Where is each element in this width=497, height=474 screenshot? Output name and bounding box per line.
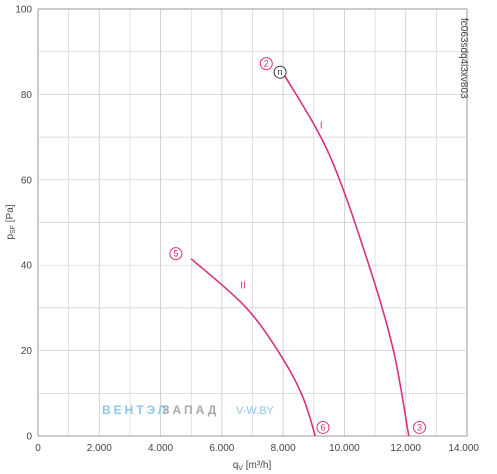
x-tick-label: 12.000 [390, 443, 421, 454]
marker-circle [413, 420, 427, 434]
x-tick-label: 4.000 [148, 443, 173, 454]
marker-circle [316, 420, 330, 434]
marker-3: 3 [413, 420, 427, 434]
watermark-part1: ВЕНТЭЛ [102, 403, 169, 417]
watermark: ВЕНТЭЛ ЗАПАД V-W.BY [102, 403, 275, 417]
x-tick-label: 0 [35, 443, 41, 454]
grid [37, 8, 468, 437]
series-line-ii [190, 258, 317, 437]
marker-label: 6 [320, 422, 325, 432]
marker-circle [259, 57, 273, 71]
x-tick-label: 10.000 [329, 443, 360, 454]
y-tick-label: 40 [21, 261, 33, 272]
x-tick-label: 14.000 [448, 443, 479, 454]
side-code: fc063sdq4i3xv803 [458, 18, 469, 99]
tick-labels: 0 2.000 4.000 6.000 8.000 10.000 12.000 14.000 0… [15, 5, 479, 455]
operating-point-label: n [278, 67, 283, 77]
x-tick-label: 6.000 [209, 443, 234, 454]
watermark-part3: V-W.BY [236, 405, 275, 417]
watermark-part2: ЗАПАД [162, 403, 219, 417]
marker-circle [169, 247, 183, 261]
series-label: I [320, 121, 323, 132]
series-line-i [282, 72, 410, 437]
y-tick-label: 0 [26, 432, 32, 443]
series-group [190, 72, 410, 437]
operating-point-circle [273, 65, 287, 79]
markers-group: 2 5 6 3 n [169, 57, 427, 434]
x-axis-label: qV [m³/h] [233, 460, 272, 472]
marker-5: 5 [169, 247, 183, 261]
marker-label: 2 [264, 59, 269, 69]
marker-6: 6 [316, 420, 330, 434]
y-tick-label: 60 [21, 175, 33, 186]
x-tick-label: 8.000 [271, 443, 296, 454]
y-tick-label: 80 [21, 90, 33, 101]
y-tick-label: 20 [21, 346, 33, 357]
marker-2: 2 [259, 57, 273, 71]
y-axis-label: pSF [Pa] [5, 204, 17, 239]
x-tick-label: 2.000 [87, 443, 112, 454]
marker-label: 3 [417, 422, 422, 432]
marker-label: 5 [173, 249, 178, 259]
y-tick-label: 100 [15, 5, 32, 16]
operating-point: n [273, 65, 287, 79]
series-label: II [240, 281, 246, 292]
series-labels: III [240, 121, 322, 292]
